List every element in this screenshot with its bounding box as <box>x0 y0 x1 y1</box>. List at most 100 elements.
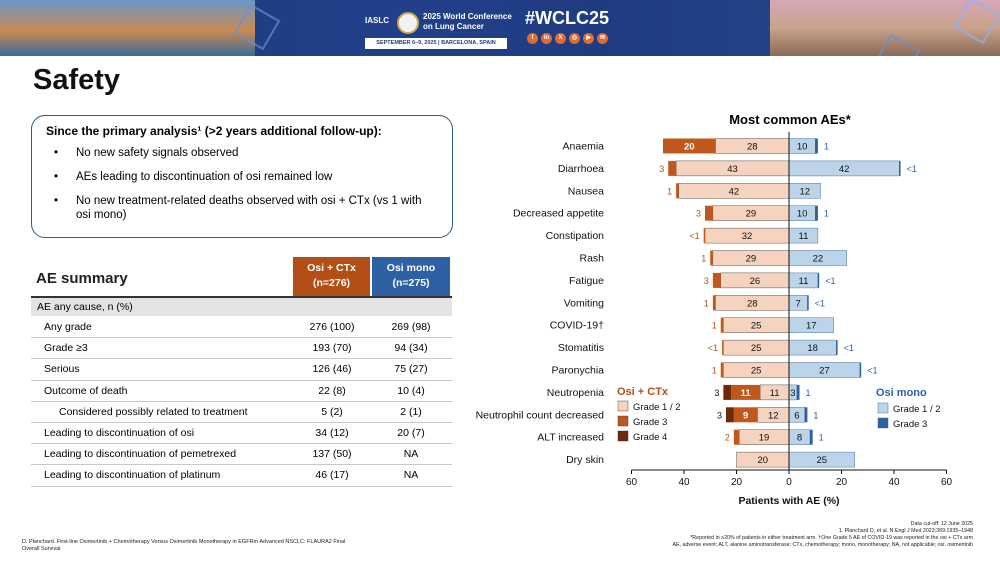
bar-osi-mono-grade3 <box>815 205 818 221</box>
summary-box: Since the primary analysis¹ (>2 years ad… <box>31 115 453 238</box>
bar-osi-ctx-grade12 <box>757 407 790 423</box>
row-value-osi-ctx: 5 (2) <box>321 405 343 418</box>
bar-label: 1 <box>806 388 811 398</box>
summary-bullet: No new treatment-related deaths observed… <box>46 194 438 222</box>
bar-osi-ctx-grade3 <box>703 228 705 244</box>
bar-label: 43 <box>727 164 738 175</box>
ae-summary-title: AE summary <box>36 270 128 287</box>
row-value-osi-mono: 2 (1) <box>400 405 422 418</box>
table-row: Any grade 276 (100) 269 (98) <box>31 317 452 339</box>
legend-swatch <box>617 430 629 442</box>
bar-label: 22 <box>813 254 824 265</box>
category-label: Dry skin <box>566 454 604 466</box>
bar-osi-mono-grade12 <box>788 138 816 154</box>
category-label: COVID-19† <box>550 320 604 332</box>
legend-label: Grade 3 <box>893 419 927 430</box>
category-label: Diarrhoea <box>558 163 604 175</box>
bar-osi-ctx-grade3 <box>668 160 677 176</box>
bar-osi-mono-grade3 <box>815 138 818 154</box>
footnote-star: *Reported in ≥20% of patients in either … <box>690 535 973 541</box>
category-label: Decreased appetite <box>513 208 604 220</box>
bar-osi-ctx-grade3 <box>676 183 679 199</box>
bar-osi-ctx-grade3 <box>722 340 724 356</box>
x-tick-label: 20 <box>836 477 848 488</box>
row-value-osi-ctx: 276 (100) <box>309 321 355 333</box>
row-value-osi-mono: 75 (27) <box>394 363 428 376</box>
bar-label: 9 <box>743 410 748 421</box>
row-value-osi-ctx: 137 (50) <box>312 448 352 461</box>
bar-label: 1 <box>824 209 829 219</box>
bar-label: 11 <box>770 388 780 399</box>
bar-label: 25 <box>751 321 762 332</box>
bar-label: 1 <box>701 254 706 264</box>
bar-osi-mono-grade3 <box>899 160 901 176</box>
bar-label: 12 <box>799 186 810 197</box>
bar-label: 19 <box>759 433 770 444</box>
x-tick-label: 40 <box>888 477 900 488</box>
youtube-icon[interactable]: ▶ <box>583 33 594 44</box>
bar-osi-mono-grade12 <box>788 317 834 333</box>
bar-osi-ctx-grade3 <box>733 407 758 423</box>
bar-osi-mono-grade12 <box>788 250 847 266</box>
row-value-osi-ctx: 193 (70) <box>312 342 352 355</box>
bar-osi-ctx-grade12 <box>675 160 790 177</box>
bar-osi-ctx-grade3 <box>733 429 740 445</box>
category-label: Paronychia <box>551 365 604 377</box>
bar-osi-mono-grade3 <box>859 362 862 378</box>
x-icon[interactable]: X <box>555 33 566 44</box>
footnote-citation: D. Planchard. First-line Osimertinib + C… <box>22 539 346 552</box>
row-value-osi-mono: NA <box>403 469 419 482</box>
legend-label: Grade 4 <box>633 432 667 443</box>
category-label: Nausea <box>568 185 604 197</box>
bar-osi-mono-grade12 <box>788 339 837 356</box>
row-value-osi-mono: 20 (7) <box>397 426 425 439</box>
bar-label: 17 <box>806 321 817 332</box>
bar-label: 25 <box>751 343 762 354</box>
row-value-osi-mono: 94 (34) <box>394 342 428 355</box>
x-tick-label: 0 <box>786 477 792 488</box>
row-value-osi-ctx: 34 (12) <box>315 426 349 439</box>
x-axis-label: Patients with AE (%) <box>738 495 839 507</box>
category-label: Neutrophil count decreased <box>476 409 605 421</box>
bar-osi-mono-grade12 <box>788 362 861 378</box>
bar-label: 42 <box>839 164 850 175</box>
wechat-icon[interactable]: ✉ <box>597 33 608 44</box>
bar-label: <1 <box>907 164 917 174</box>
bar-osi-ctx-grade12 <box>723 362 790 378</box>
bar-label: <1 <box>708 343 718 353</box>
conference-banner: IASLC 2025 World Conference on Lung Canc… <box>0 0 1000 56</box>
bar-osi-mono-grade12 <box>788 384 798 401</box>
bar-label: 11 <box>741 388 752 399</box>
bar-label: 29 <box>746 254 757 265</box>
linkedin-icon[interactable]: in <box>541 33 552 44</box>
x-tick-label: 60 <box>626 477 638 488</box>
bar-osi-ctx-grade3 <box>710 250 713 266</box>
summary-bullet: No new safety signals observed <box>46 146 438 160</box>
bar-osi-ctx-grade3 <box>705 205 713 221</box>
bar-label: 20 <box>684 142 695 153</box>
row-value-osi-mono: 269 (98) <box>391 321 431 333</box>
bar-label: 3 <box>717 410 722 420</box>
legend-swatch <box>877 402 889 414</box>
category-label: Constipation <box>546 230 605 242</box>
facebook-icon[interactable]: f <box>527 33 538 44</box>
row-label: Leading to discontinuation of platinum <box>44 469 221 482</box>
legend-swatch <box>877 417 889 429</box>
bar-osi-mono-grade3 <box>804 407 808 423</box>
row-label: Any grade <box>44 321 92 333</box>
table-row: Grade ≥3 193 (70) 94 (34) <box>31 338 452 360</box>
category-label: Anaemia <box>563 141 605 153</box>
bar-label: 32 <box>742 231 753 242</box>
ae-summary-table: Any grade 276 (100) 269 (98) Grade ≥3 193 (7… <box>31 317 452 487</box>
bar-label: <1 <box>844 343 854 353</box>
legend-title-osi-ctx: Osi + CTx <box>617 386 669 398</box>
bar-osi-mono-grade12 <box>788 160 900 177</box>
bar-label: 1 <box>667 186 672 196</box>
row-value-osi-ctx: 126 (46) <box>312 363 352 376</box>
bar-label: 1 <box>813 410 818 420</box>
chart-title: Most common AEs* <box>729 112 851 127</box>
bar-osi-mono-grade12 <box>788 272 819 289</box>
bar-label: 10 <box>797 142 808 153</box>
column-header-osi-mono: Osi mono (n=275) <box>372 257 450 296</box>
instagram-icon[interactable]: ◎ <box>569 33 580 44</box>
